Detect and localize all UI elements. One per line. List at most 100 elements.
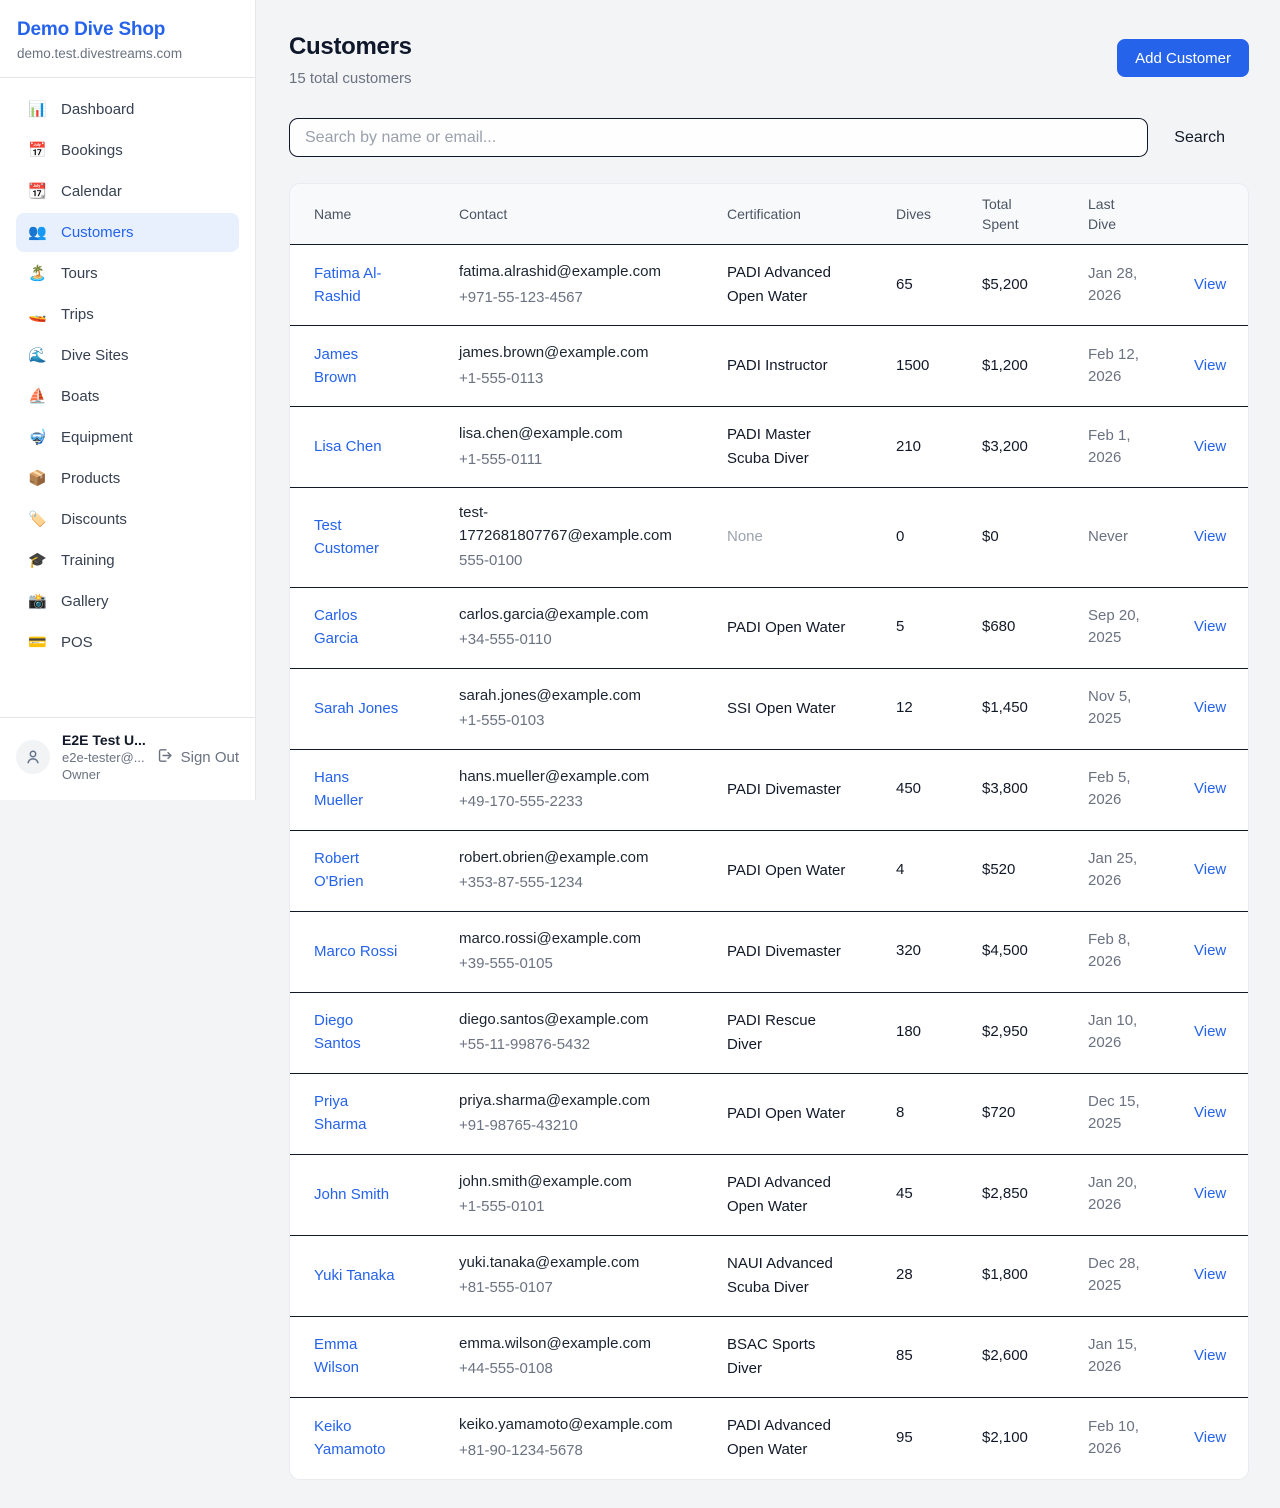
view-customer-link[interactable]: View [1194, 1266, 1227, 1284]
customer-name-cell: James Brown [314, 343, 459, 390]
customer-phone: +81-555-0107 [459, 1279, 553, 1296]
customer-name-cell: Robert O'Brien [314, 847, 459, 894]
table-header-row: Name Contact Certification Dives Total S… [290, 184, 1248, 245]
customer-dives-cell: 45 [896, 1185, 913, 1203]
column-header-total-spent: Total Spent [982, 195, 1019, 232]
column-header-contact: Contact [459, 205, 508, 222]
customer-dives-cell: 95 [896, 1428, 913, 1446]
sidebar-item-training[interactable]: 🎓 Training [16, 541, 239, 580]
customer-last-dive-cell: Never [1088, 528, 1129, 545]
view-customer-link[interactable]: View [1194, 1104, 1227, 1122]
tours-icon: 🏝️ [28, 265, 47, 282]
customer-name-link[interactable]: Test Customer [314, 516, 380, 558]
sidebar-item-pos[interactable]: 💳 POS [16, 623, 239, 662]
customer-name-cell: Marco Rossi [314, 940, 459, 964]
sidebar-item-customers[interactable]: 👥 Customers [16, 213, 239, 252]
customer-certification-cell: PADI Open Water [727, 861, 846, 879]
customer-last-dive-cell: Feb 10, 2026 [1088, 1417, 1139, 1457]
view-customer-link[interactable]: View [1194, 1023, 1227, 1041]
view-customer-link[interactable]: View [1194, 356, 1227, 374]
view-customer-link[interactable]: View [1194, 780, 1227, 798]
sidebar-item-label: Products [61, 470, 121, 487]
sidebar-item-discounts[interactable]: 🏷️ Discounts [16, 500, 239, 539]
sign-out-icon [156, 747, 173, 768]
sidebar-item-products[interactable]: 📦 Products [16, 459, 239, 498]
sidebar-item-label: Dashboard [61, 101, 135, 118]
customer-name-link[interactable]: Diego Santos [314, 1012, 361, 1053]
view-customer-link[interactable]: View [1194, 942, 1227, 960]
sidebar-item-dive-sites[interactable]: 🌊 Dive Sites [16, 336, 239, 375]
sidebar-item-calendar[interactable]: 📆 Calendar [16, 172, 239, 211]
customer-contact-cell: john.smith@example.com +1-555-0101 [459, 1171, 727, 1219]
customer-total-spent-cell: $1,200 [982, 356, 1028, 374]
search-button[interactable]: Search [1148, 129, 1249, 147]
customer-email: marco.rossi@example.com [459, 929, 641, 947]
sidebar-item-label: Training [61, 552, 115, 569]
view-customer-link[interactable]: View [1194, 528, 1227, 545]
sidebar-item-boats[interactable]: ⛵ Boats [16, 377, 239, 416]
customer-dives-cell: 180 [896, 1023, 922, 1041]
customer-view-cell: View [1194, 436, 1234, 459]
view-customer-link[interactable]: View [1194, 699, 1227, 717]
customer-name-link[interactable]: John Smith [314, 1185, 390, 1203]
sidebar-item-trips[interactable]: 🚤 Trips [16, 295, 239, 334]
search-input[interactable] [289, 118, 1149, 157]
customer-email: robert.obrien@example.com [459, 848, 649, 866]
sidebar: Demo Dive Shop demo.test.divestreams.com… [0, 0, 256, 800]
sidebar-item-gallery[interactable]: 📸 Gallery [16, 582, 239, 621]
sidebar-item-dashboard[interactable]: 📊 Dashboard [16, 90, 239, 129]
customer-dives-cell: 12 [896, 699, 913, 717]
customer-email: yuki.tanaka@example.com [459, 1253, 640, 1271]
view-customer-link[interactable]: View [1194, 437, 1227, 455]
customer-name-link[interactable]: Priya Sharma [314, 1093, 367, 1134]
customer-name-link[interactable]: James Brown [314, 345, 359, 386]
customer-phone: +91-98765-43210 [459, 1117, 578, 1134]
customer-contact-cell: carlos.garcia@example.com +34-555-0110 [459, 604, 727, 652]
customer-email: diego.santos@example.com [459, 1010, 649, 1028]
customer-contact-cell: robert.obrien@example.com +353-87-555-12… [459, 847, 727, 895]
customer-name-link[interactable]: Sarah Jones [314, 699, 399, 717]
page-header-text: Customers 15 total customers [289, 33, 412, 87]
sidebar-nav: 📊 Dashboard 📅 Bookings 📆 Calendar 👥 Cust… [0, 78, 255, 717]
customer-name-link[interactable]: Marco Rossi [314, 942, 398, 960]
view-customer-link[interactable]: View [1194, 1428, 1227, 1446]
view-customer-link[interactable]: View [1194, 1185, 1227, 1203]
customer-name-link[interactable]: Fatima Al-Rashid [314, 264, 382, 305]
sidebar-item-bookings[interactable]: 📅 Bookings [16, 131, 239, 170]
customer-certification-cell: PADI Rescue Diver [727, 1011, 816, 1053]
customer-contact-cell: fatima.alrashid@example.com +971-55-123-… [459, 261, 727, 309]
sign-out-button[interactable]: Sign Out [156, 747, 239, 768]
user-avatar-icon [16, 740, 50, 774]
customer-certification-cell: PADI Advanced Open Water [727, 264, 831, 305]
customer-name-cell: Diego Santos [314, 1009, 459, 1056]
sidebar-item-label: Dive Sites [61, 347, 129, 364]
customer-last-dive-cell: Jan 28, 2026 [1088, 264, 1138, 304]
customer-name-link[interactable]: Keiko Yamamoto [314, 1417, 386, 1458]
view-customer-link[interactable]: View [1194, 861, 1227, 879]
customer-name-link[interactable]: Lisa Chen [314, 438, 382, 456]
table-row: Hans Mueller hans.mueller@example.com +4… [290, 750, 1248, 831]
table-body: Fatima Al-Rashid fatima.alrashid@example… [290, 245, 1248, 1479]
customer-name-link[interactable]: Yuki Tanaka [314, 1266, 395, 1284]
view-customer-link[interactable]: View [1194, 275, 1227, 293]
customer-name-link[interactable]: Carlos Garcia [314, 607, 359, 648]
customer-email: james.brown@example.com [459, 344, 649, 361]
view-customer-link[interactable]: View [1194, 618, 1227, 636]
sidebar-divider-bottom [0, 717, 255, 718]
customer-last-dive-cell: Feb 8, 2026 [1088, 931, 1131, 971]
customer-last-dive-cell: Jan 25, 2026 [1088, 850, 1138, 890]
view-customer-link[interactable]: View [1194, 1347, 1227, 1365]
trips-icon: 🚤 [28, 306, 47, 323]
table-row: James Brown james.brown@example.com +1-5… [290, 326, 1248, 407]
customer-name-link[interactable]: Emma Wilson [314, 1336, 360, 1377]
customer-total-spent-cell: $0 [982, 528, 999, 545]
add-customer-button[interactable]: Add Customer [1117, 39, 1249, 77]
table-row: Priya Sharma priya.sharma@example.com +9… [290, 1074, 1248, 1155]
products-icon: 📦 [28, 470, 47, 487]
sidebar-item-equipment[interactable]: 🤿 Equipment [16, 418, 239, 457]
sidebar-item-label: Customers [61, 224, 134, 241]
sidebar-item-tours[interactable]: 🏝️ Tours [16, 254, 239, 293]
customer-name-link[interactable]: Robert O'Brien [314, 850, 364, 891]
customer-name-link[interactable]: Hans Mueller [314, 769, 364, 810]
gallery-icon: 📸 [28, 593, 47, 610]
